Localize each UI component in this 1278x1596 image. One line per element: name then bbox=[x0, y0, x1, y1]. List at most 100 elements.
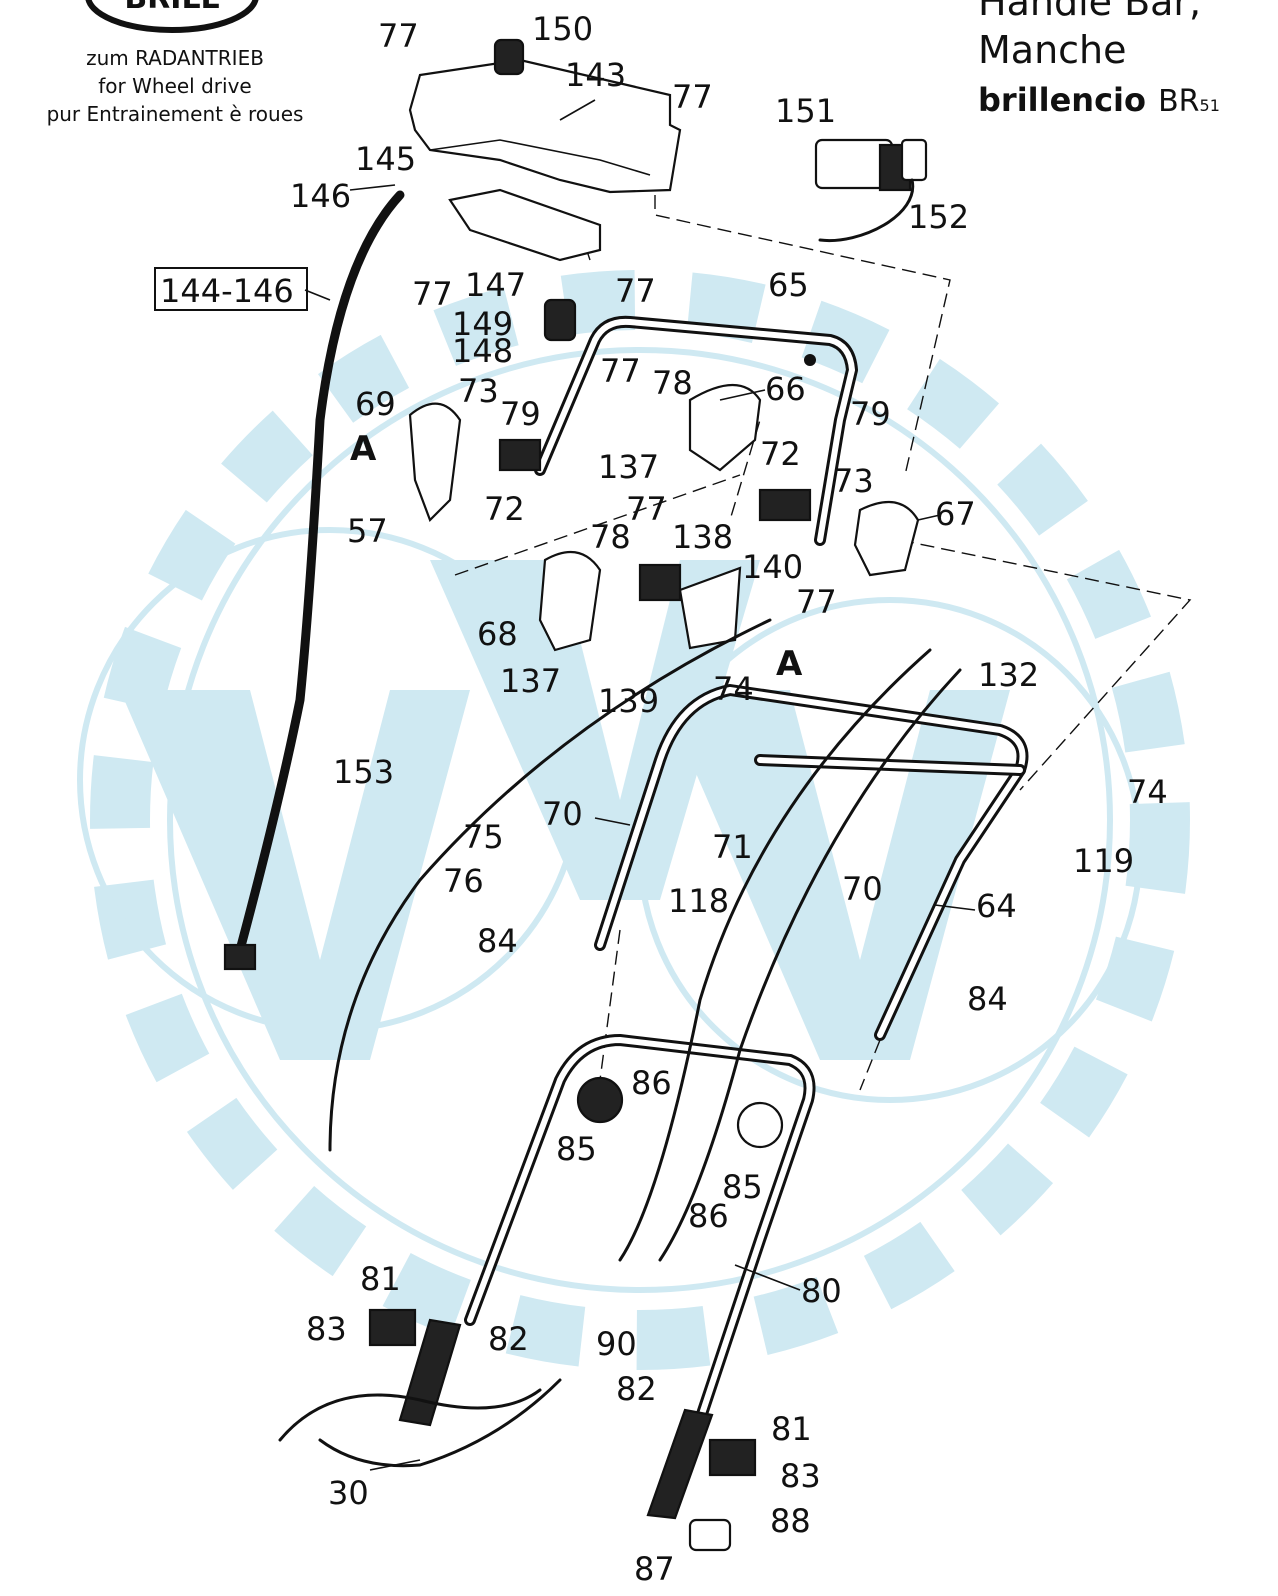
label-85a: 85 bbox=[556, 1130, 597, 1168]
label-143: 143 bbox=[565, 56, 626, 94]
housing-66 bbox=[688, 383, 762, 472]
label-132: 132 bbox=[978, 656, 1039, 694]
title-line-1: Handle Bar, bbox=[978, 0, 1202, 24]
brill-logo: BRILL bbox=[85, 0, 259, 33]
key-150 bbox=[493, 38, 525, 76]
housings bbox=[408, 383, 920, 652]
label-153: 153 bbox=[333, 753, 394, 791]
label-64: 64 bbox=[976, 887, 1017, 925]
label-81b: 81 bbox=[771, 1410, 812, 1448]
label-77b: 77 bbox=[672, 78, 713, 116]
label-137b: 137 bbox=[500, 662, 561, 700]
label-90: 90 bbox=[596, 1325, 637, 1363]
label-144-146: 144-146 bbox=[160, 272, 294, 310]
housing-67 bbox=[853, 500, 920, 577]
label-72a: 72 bbox=[760, 435, 801, 473]
label-71: 71 bbox=[712, 828, 753, 866]
label-88: 88 bbox=[770, 1502, 811, 1540]
label-77a: 77 bbox=[378, 17, 419, 55]
label-82a: 82 bbox=[488, 1320, 529, 1358]
knob-86-right bbox=[736, 1101, 784, 1149]
label-77g: 77 bbox=[796, 583, 837, 621]
label-78a: 78 bbox=[652, 364, 693, 402]
logo-text: BRILL bbox=[124, 0, 219, 16]
knob-86-left bbox=[576, 1076, 624, 1124]
handle-frame bbox=[464, 354, 1029, 1426]
charger-152 bbox=[900, 138, 928, 182]
label-79b: 79 bbox=[850, 395, 891, 433]
watermark-logo bbox=[77, 270, 1190, 1370]
label-145: 145 bbox=[355, 140, 416, 178]
label-30: 30 bbox=[328, 1474, 369, 1512]
label-119: 119 bbox=[1073, 842, 1134, 880]
console-cover bbox=[408, 38, 928, 243]
label-138: 138 bbox=[672, 518, 733, 556]
label-87: 87 bbox=[634, 1550, 675, 1588]
clip-81-left bbox=[368, 1308, 417, 1347]
label-150: 150 bbox=[532, 10, 593, 48]
title-line-3: brillencio BR51 bbox=[978, 74, 1220, 130]
drive-note: zum RADANTRIEB for Wheel drive pur Entra… bbox=[20, 44, 330, 128]
switch-149 bbox=[543, 298, 577, 342]
model-prefix: BR bbox=[1158, 84, 1200, 119]
label-139: 139 bbox=[598, 682, 659, 720]
label-78b: 78 bbox=[590, 518, 631, 556]
label-147: 147 bbox=[465, 266, 526, 304]
label-82b: 82 bbox=[616, 1370, 657, 1408]
label-77d: 77 bbox=[615, 272, 656, 310]
part-labels: 77 150 143 77 151 152 145 146 144-146 14… bbox=[154, 10, 1168, 1588]
boxed-label-frame bbox=[154, 267, 308, 311]
label-74b: 74 bbox=[1127, 773, 1168, 811]
drive-note-de: zum RADANTRIEB bbox=[86, 46, 264, 70]
label-137a: 137 bbox=[598, 448, 659, 486]
cover-140 bbox=[678, 566, 742, 650]
model-number: 51 bbox=[1199, 96, 1220, 115]
brand-name: brillencio bbox=[978, 81, 1146, 119]
label-A2: A bbox=[776, 644, 803, 684]
label-77e: 77 bbox=[600, 352, 641, 390]
cables bbox=[223, 190, 962, 1468]
label-83b: 83 bbox=[780, 1457, 821, 1495]
leg-right bbox=[646, 1408, 714, 1520]
label-67: 67 bbox=[935, 495, 976, 533]
label-65: 65 bbox=[768, 266, 809, 304]
cap-87 bbox=[688, 1518, 732, 1552]
label-66: 66 bbox=[765, 370, 806, 408]
label-81a: 81 bbox=[360, 1260, 401, 1298]
upper-handle-65 bbox=[534, 315, 858, 546]
label-77f: 77 bbox=[626, 490, 667, 528]
label-148: 148 bbox=[452, 332, 513, 370]
label-72b: 72 bbox=[484, 490, 525, 528]
console-base bbox=[448, 188, 602, 342]
title-line-2: Manche bbox=[978, 28, 1127, 72]
label-75: 75 bbox=[463, 818, 504, 856]
label-76: 76 bbox=[443, 862, 484, 900]
label-83a: 83 bbox=[306, 1310, 347, 1348]
label-69: 69 bbox=[355, 385, 396, 423]
housing-68 bbox=[538, 550, 602, 652]
label-118: 118 bbox=[668, 882, 729, 920]
label-73a: 73 bbox=[458, 372, 499, 410]
label-84a: 84 bbox=[477, 922, 518, 960]
label-151: 151 bbox=[775, 92, 836, 130]
label-57: 57 bbox=[347, 512, 388, 550]
label-85b: 85 bbox=[722, 1168, 763, 1206]
label-68: 68 bbox=[477, 615, 518, 653]
label-70b: 70 bbox=[842, 870, 883, 908]
label-73b: 73 bbox=[833, 462, 874, 500]
label-74a: 74 bbox=[713, 670, 754, 708]
label-A1: A bbox=[350, 429, 377, 469]
housing-69 bbox=[408, 402, 462, 522]
plug bbox=[223, 943, 257, 971]
label-146: 146 bbox=[290, 177, 351, 215]
label-152: 152 bbox=[908, 198, 969, 236]
label-149: 149 bbox=[452, 305, 513, 343]
label-140: 140 bbox=[742, 548, 803, 586]
label-86a: 86 bbox=[631, 1064, 672, 1102]
clip-81-right bbox=[708, 1438, 757, 1477]
label-84b: 84 bbox=[967, 980, 1008, 1018]
page-title: Handle Bar, Manche brillencio BR51 bbox=[978, 0, 1220, 130]
label-80: 80 bbox=[801, 1272, 842, 1310]
